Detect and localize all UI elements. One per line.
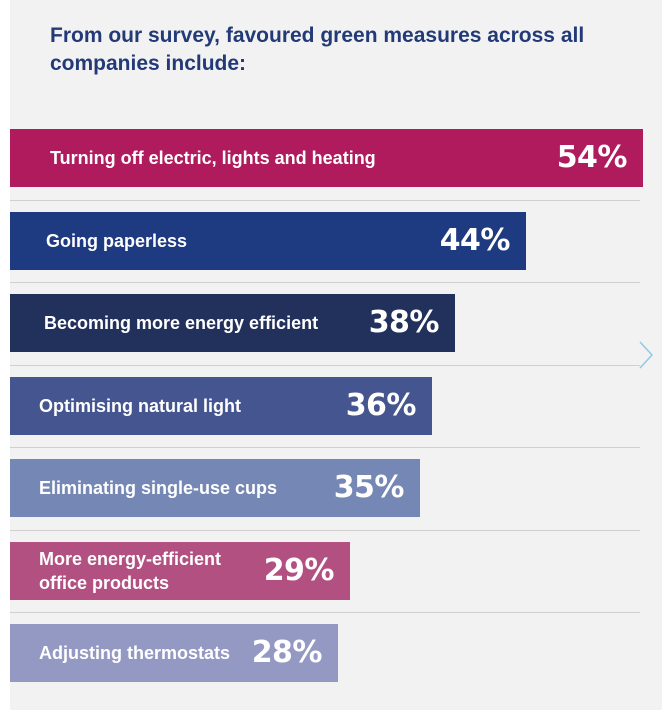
row-separator	[10, 612, 640, 613]
bar-label: Turning off electric, lights and heating	[50, 148, 376, 168]
bar: Optimising natural light 36%	[10, 377, 432, 435]
bar-value-label: 54%	[556, 140, 628, 175]
bar-value-label: 38%	[368, 305, 440, 340]
bar: Adjusting thermostats 28%	[10, 624, 338, 682]
row-separator	[10, 447, 640, 448]
bar-label: Eliminating single-use cups	[39, 478, 278, 498]
bar-value-label: 36%	[345, 388, 417, 423]
bar-value-label: 29%	[263, 553, 335, 588]
bar: Turning off electric, lights and heating…	[10, 129, 643, 187]
chart-panel	[10, 0, 662, 710]
bar-value-label: 28%	[251, 635, 323, 670]
bar-label: Adjusting thermostats	[39, 643, 231, 663]
bar-label: Going paperless	[46, 231, 188, 251]
bar: Becoming more energy efficient 38%	[10, 294, 455, 352]
bar-label: More energy-efficient office products	[39, 549, 222, 593]
bar-value-label: 35%	[333, 470, 405, 505]
row-separator	[10, 200, 640, 201]
row-separator	[10, 530, 640, 531]
row-separator	[10, 282, 640, 283]
chart-title: From our survey, favoured green measures…	[50, 24, 585, 75]
chevron-right-icon[interactable]	[636, 340, 656, 370]
bar: Eliminating single-use cups 35%	[10, 459, 420, 517]
row-separator	[10, 365, 640, 366]
bar: More energy-efficient office products 29%	[10, 542, 350, 600]
bar-label: Optimising natural light	[39, 396, 241, 416]
bar-value-label: 44%	[439, 223, 511, 258]
bar-label: Becoming more energy efficient	[44, 313, 319, 333]
bar: Going paperless 44%	[10, 212, 526, 270]
